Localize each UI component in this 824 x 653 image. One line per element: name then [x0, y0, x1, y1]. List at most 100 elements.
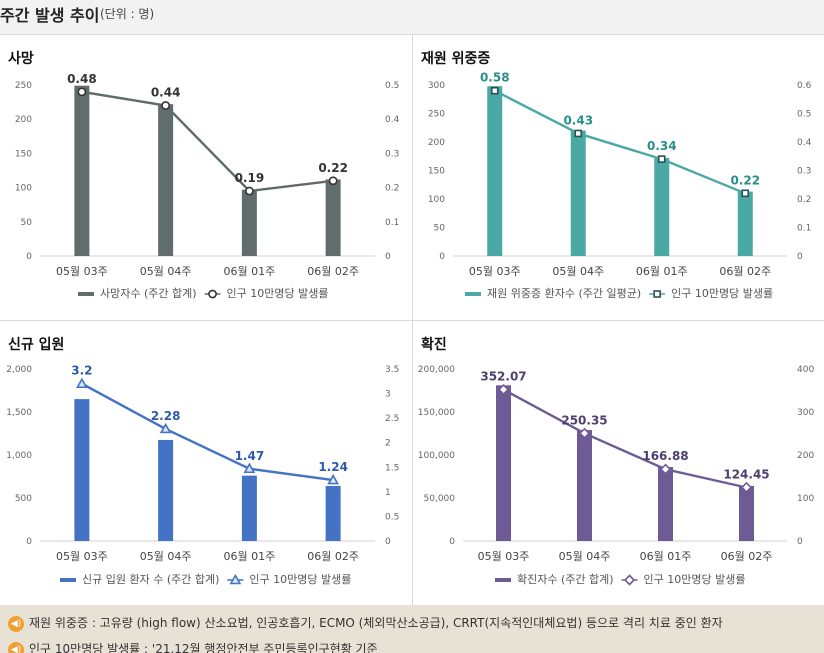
bar	[658, 467, 673, 541]
legend-line-label: 인구 10만명당 발생률	[249, 573, 351, 586]
data-label: 0.43	[563, 113, 593, 127]
chart-title: 재원 위중증	[421, 51, 490, 67]
y2-tick-label: 0	[385, 252, 391, 262]
rate-point	[77, 87, 87, 97]
y2-tick-label: 300	[797, 408, 814, 418]
rate-line	[81, 382, 334, 482]
x-tick-label: 05월 03주	[469, 265, 521, 278]
y-tick-label: 0	[26, 537, 32, 547]
data-label: 0.19	[235, 171, 265, 185]
x-tick-label: 06월 01주	[224, 550, 276, 563]
footnote-critical-definition: ◀) 재원 위중증 : 고유량 (high flow) 산소요법, 인공호흡기, …	[8, 614, 723, 634]
y-tick-label: 150	[15, 149, 32, 159]
y-tick-label: 200	[15, 115, 32, 125]
legend-line-label: 인구 10만명당 발생률	[644, 573, 746, 586]
x-tick-label: 06월 02주	[307, 265, 359, 278]
y2-tick-label: 0.5	[385, 81, 399, 91]
rate-line	[494, 89, 746, 195]
rate-point	[490, 86, 499, 95]
y-tick-label: 250	[428, 110, 445, 120]
x-tick-label: 05월 03주	[56, 550, 108, 563]
x-tick-label: 06월 02주	[721, 550, 773, 563]
legend-line-label: 인구 10만명당 발생률	[227, 287, 329, 300]
y-tick-label: 100,000	[418, 451, 455, 461]
y2-tick-label: 200	[797, 451, 814, 461]
y2-tick-label: 0.3	[797, 167, 811, 177]
bar	[74, 399, 90, 541]
unit-label: (단위 : 명)	[100, 7, 155, 21]
y-tick-label: 1,500	[6, 408, 32, 418]
chart-confirmed: 확진 0 50,000 100,000 150,000 200,000 0 100 200 300…	[418, 336, 815, 586]
y2-tick-label: 3	[385, 390, 391, 400]
rate-point	[741, 189, 750, 198]
y-tick-label: 50,000	[424, 494, 456, 504]
x-tick-label: 05월 04주	[140, 265, 192, 278]
y2-tick-label: 0.5	[385, 512, 399, 522]
y-tick-label: 200,000	[418, 365, 455, 375]
y2-tick-label: 0.2	[385, 184, 399, 194]
bar	[487, 86, 503, 256]
legend-bar-label: 사망자수 (주간 합계)	[100, 287, 197, 300]
rate-point	[328, 176, 338, 186]
y-tick-label: 100	[428, 195, 445, 205]
chart-title: 확진	[421, 336, 447, 353]
y-tick-label: 150,000	[418, 408, 455, 418]
bar	[496, 385, 511, 541]
legend-bar-swatch	[495, 578, 511, 582]
x-tick-label: 06월 01주	[636, 265, 688, 278]
y2-tick-label: 3.5	[385, 365, 399, 375]
speaker-icon: ◀)	[8, 615, 24, 632]
y-tick-label: 150	[428, 167, 445, 177]
y2-tick-label: 0	[385, 537, 391, 547]
chart-panel-admissions: 신규 입원 0 500 1,000 1,500 2,000 0 0.5 1 1.5 2 2.5 3 3.5…	[0, 321, 412, 605]
legend-bar-swatch	[465, 292, 481, 296]
rate-point	[161, 101, 171, 110]
legend-marker	[208, 289, 217, 299]
chart-title: 신규 입원	[8, 337, 64, 353]
x-tick-label: 05월 04주	[552, 265, 604, 278]
footnotes: ◀) 재원 위중증 : 고유량 (high flow) 산소요법, 인공호흡기, …	[0, 605, 824, 653]
legend-bar-label: 재원 위중증 환자수 (주간 일평균)	[487, 286, 641, 300]
legend-bar-label: 신규 입원 환자 수 (주간 합계)	[82, 573, 219, 586]
y2-tick-label: 0	[797, 537, 803, 547]
bar	[570, 130, 586, 256]
footnote-rate-basis: ◀) 인구 10만명당 발생률 : '21.12월 행정안전부 주민등록인구현황 …	[8, 640, 378, 653]
data-label: 124.45	[723, 467, 769, 481]
y2-tick-label: 1.5	[385, 463, 399, 473]
bar	[325, 485, 341, 541]
bar	[577, 430, 592, 541]
footnote-text: 재원 위중증 : 고유량 (high flow) 산소요법, 인공호흡기, EC…	[29, 616, 723, 630]
y-tick-label: 500	[15, 494, 32, 504]
chart-panel-confirmed: 확진 0 50,000 100,000 150,000 200,000 0 100 200 300…	[413, 321, 824, 605]
data-label: 352.07	[480, 370, 526, 384]
y2-tick-label: 100	[797, 494, 814, 504]
y2-tick-label: 2	[385, 439, 391, 449]
y2-tick-label: 0.1	[797, 224, 811, 234]
data-label: 1.47	[235, 449, 265, 463]
rate-point	[244, 186, 254, 196]
chart-panel-critical: 재원 위중증 0 50 100 150 200 250 300 0 0.1 0.2 0.3 0.4 0.5…	[413, 35, 824, 320]
rate-line	[502, 388, 747, 489]
x-tick-label: 06월 02주	[307, 550, 359, 563]
y-tick-label: 250	[15, 81, 32, 91]
legend-bar-swatch	[60, 578, 76, 582]
chart-title: 사망	[8, 50, 34, 67]
data-label: 2.28	[151, 409, 181, 423]
data-label: 250.35	[561, 413, 607, 427]
y2-tick-label: 0.6	[797, 81, 812, 91]
x-tick-label: 05월 03주	[478, 550, 530, 563]
rate-point	[159, 422, 172, 434]
y-tick-label: 0	[449, 537, 455, 547]
legend-marker	[653, 290, 661, 298]
x-tick-label: 06월 01주	[640, 550, 692, 563]
y2-tick-label: 0.2	[797, 195, 811, 205]
footnote-text: 인구 10만명당 발생률 : '21.12월 행정안전부 주민등록인구현황 기준	[29, 642, 378, 653]
y2-tick-label: 0.4	[385, 115, 400, 125]
x-tick-label: 06월 02주	[719, 265, 771, 278]
y2-tick-label: 1	[385, 488, 391, 498]
y-tick-label: 50	[21, 218, 33, 228]
bar	[158, 104, 174, 256]
bar	[325, 179, 341, 256]
rate-point	[76, 377, 88, 389]
y2-tick-label: 2.5	[385, 414, 399, 424]
